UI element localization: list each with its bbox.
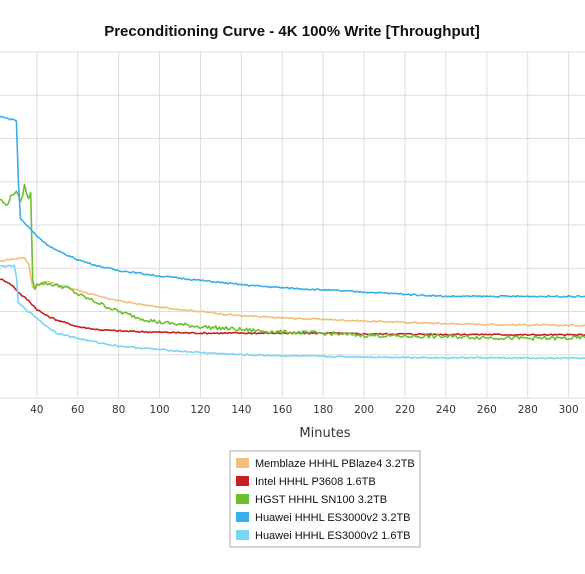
x-tick-label: 280 [518,404,538,416]
x-tick-label: 220 [395,404,415,416]
series-line [0,264,585,360]
x-tick-label: 60 [71,404,84,416]
legend-label: HGST HHHL SN100 3.2TB [255,494,387,506]
legend-swatch [236,458,249,468]
chart-title: Preconditioning Curve - 4K 100% Write [T… [104,23,480,40]
legend-label: Memblaze HHHL PBlaze4 3.2TB [255,458,415,470]
legend: Memblaze HHHL PBlaze4 3.2TB Intel HHHL P3… [229,450,421,548]
x-tick-label: 80 [112,404,125,416]
x-tick-label: 260 [477,404,497,416]
x-tick-label: 160 [272,404,292,416]
legend-swatch [236,476,249,486]
legend-swatch [236,530,249,540]
x-axis-ticks: 40 60 80 100 120 140 160 180 200 220 240 260 280 300 [30,404,579,416]
legend-swatch [236,512,249,522]
x-axis-label: Minutes [299,426,350,441]
legend-label: Intel HHHL P3608 1.6TB [255,476,376,488]
x-tick-label: 40 [30,404,43,416]
x-tick-label: 240 [436,404,456,416]
x-tick-label: 120 [190,404,210,416]
series-group [0,115,585,360]
legend-label: Huawei HHHL ES3000v2 3.2TB [255,512,411,524]
x-tick-label: 100 [150,404,170,416]
x-tick-label: 140 [231,404,251,416]
series-line [0,115,585,298]
series-line [0,183,585,342]
grid [0,51,585,399]
x-tick-label: 300 [559,404,579,416]
legend-swatch [236,494,249,504]
legend-box [229,450,421,548]
x-tick-label: 180 [313,404,333,416]
legend-label: Huawei HHHL ES3000v2 1.6TB [255,530,411,542]
series-line [0,256,585,327]
x-tick-label: 200 [354,404,374,416]
